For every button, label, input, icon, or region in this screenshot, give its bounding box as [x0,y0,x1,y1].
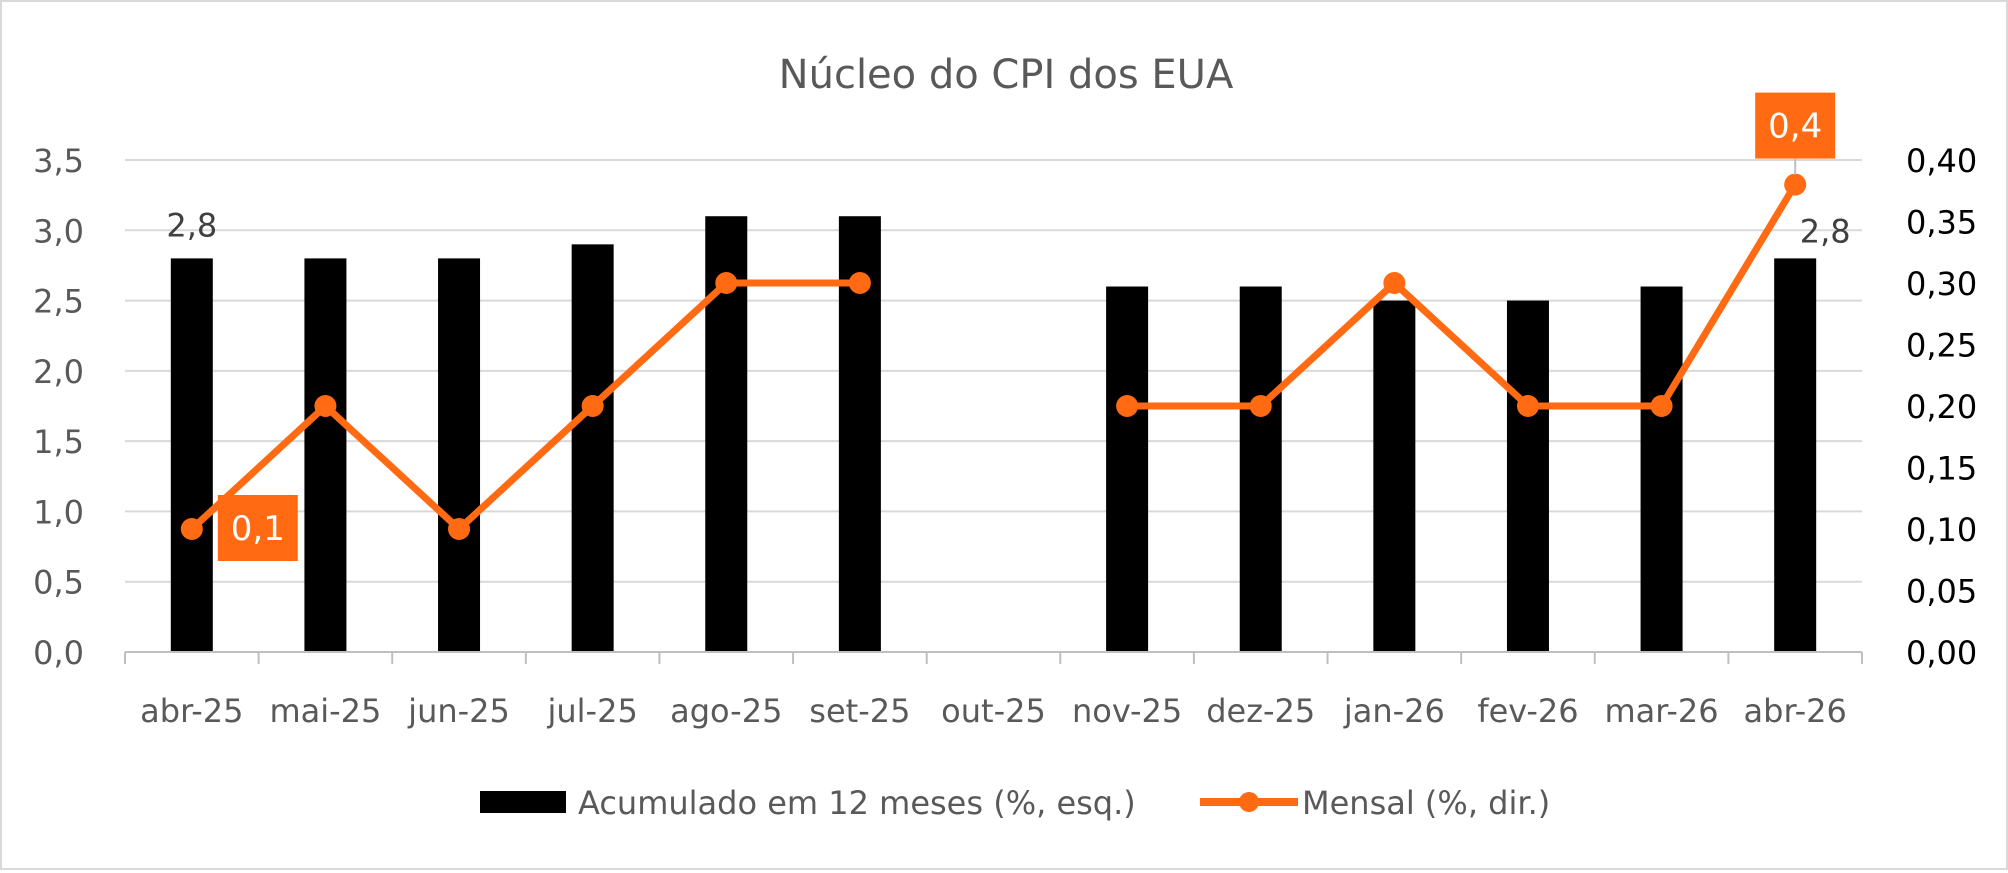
line-point [180,518,203,540]
gridlines [125,159,1862,583]
x-tick-label: abr-25 [140,692,243,730]
y-right-tick-label: 0,25 [1906,327,1977,365]
x-tick-label: mar-26 [1604,692,1718,730]
y-right-tick-label: 0,35 [1906,204,1977,242]
line-point [1249,395,1272,417]
bar-data-label: 2,8 [166,206,217,244]
line-point [448,518,471,540]
line-point [581,395,604,417]
y-axis-right: 0,00 0,05 0,10 0,15 0,20 0,25 0,30 0,35 0,40 [1906,142,1977,672]
y-right-tick-label: 0,40 [1906,142,1977,180]
bar [1106,286,1149,652]
bar [1506,300,1549,652]
bar [304,258,347,652]
line-point [1116,395,1139,417]
bar [1239,286,1282,652]
line-path [188,279,864,533]
y-left-tick-label: 3,0 [33,212,84,250]
x-tick-label: jul-25 [546,692,637,730]
bar [170,258,213,652]
x-tick-label: abr-26 [1744,692,1847,730]
line-point [314,395,337,417]
bar [438,258,481,652]
line-point [1784,173,1807,196]
x-axis [124,651,1863,664]
bar-data-label: 2,8 [1800,212,1851,250]
line-point [1383,272,1406,294]
line-path [1123,181,1799,410]
y-right-tick-label: 0,30 [1906,265,1977,303]
line-data-label: 0,4 [1768,107,1822,147]
x-tick-label: fev-26 [1477,692,1578,730]
bar [571,244,614,653]
bar [1774,258,1817,652]
x-tick-label: ago-25 [670,692,782,730]
y-left-tick-label: 0,5 [33,564,84,602]
legend: Acumulado em 12 meses (%, esq.) Mensal (… [480,784,1550,822]
y-left-tick-label: 3,5 [33,142,84,180]
y-right-tick-label: 0,00 [1906,634,1977,672]
bar-series [170,216,1817,653]
x-tick-label: mai-25 [269,692,381,730]
y-right-tick-label: 0,20 [1906,388,1977,426]
chart-title: Núcleo do CPI dos EUA [779,52,1234,98]
y-right-tick-label: 0,05 [1906,573,1977,611]
y-left-tick-label: 1,5 [33,423,84,461]
legend-swatch-bar [480,791,566,813]
line-data-label: 0,1 [231,509,285,549]
legend-label-line: Mensal (%, dir.) [1302,784,1550,822]
y-left-tick-label: 1,0 [33,493,84,531]
legend-swatch-marker [1239,792,1259,812]
x-tick-label: jun-25 [407,692,510,730]
legend-label-bar: Acumulado em 12 meses (%, esq.) [578,784,1136,822]
y-left-tick-label: 2,0 [33,353,84,391]
x-tick-label: jan-26 [1343,692,1445,730]
line-point [1516,395,1539,417]
y-left-tick-label: 0,0 [33,634,84,672]
line-point [848,272,871,294]
line-data-label-box [217,495,298,561]
bar [1373,300,1416,652]
x-tick-label: out-25 [941,692,1046,730]
x-tick-label: set-25 [809,692,910,730]
x-tick-label: dez-25 [1206,692,1315,730]
y-left-tick-label: 2,5 [33,283,84,321]
line-point [715,272,738,294]
y-axis-left: 0,0 0,5 1,0 1,5 2,0 2,5 3,0 3,5 [33,142,84,672]
line-data-label-box [1755,92,1836,159]
y-right-tick-label: 0,10 [1906,511,1977,549]
line-point [1650,395,1673,417]
y-right-tick-label: 0,15 [1906,450,1977,488]
data-labels: 2,8 2,8 0,1 0,4 [166,92,1851,561]
line-series [180,173,1807,540]
x-tick-labels: abr-25 mai-25 jun-25 jul-25 ago-25 set-25 out-… [140,692,1847,730]
bar [1640,286,1683,652]
x-tick-label: nov-25 [1072,692,1182,730]
